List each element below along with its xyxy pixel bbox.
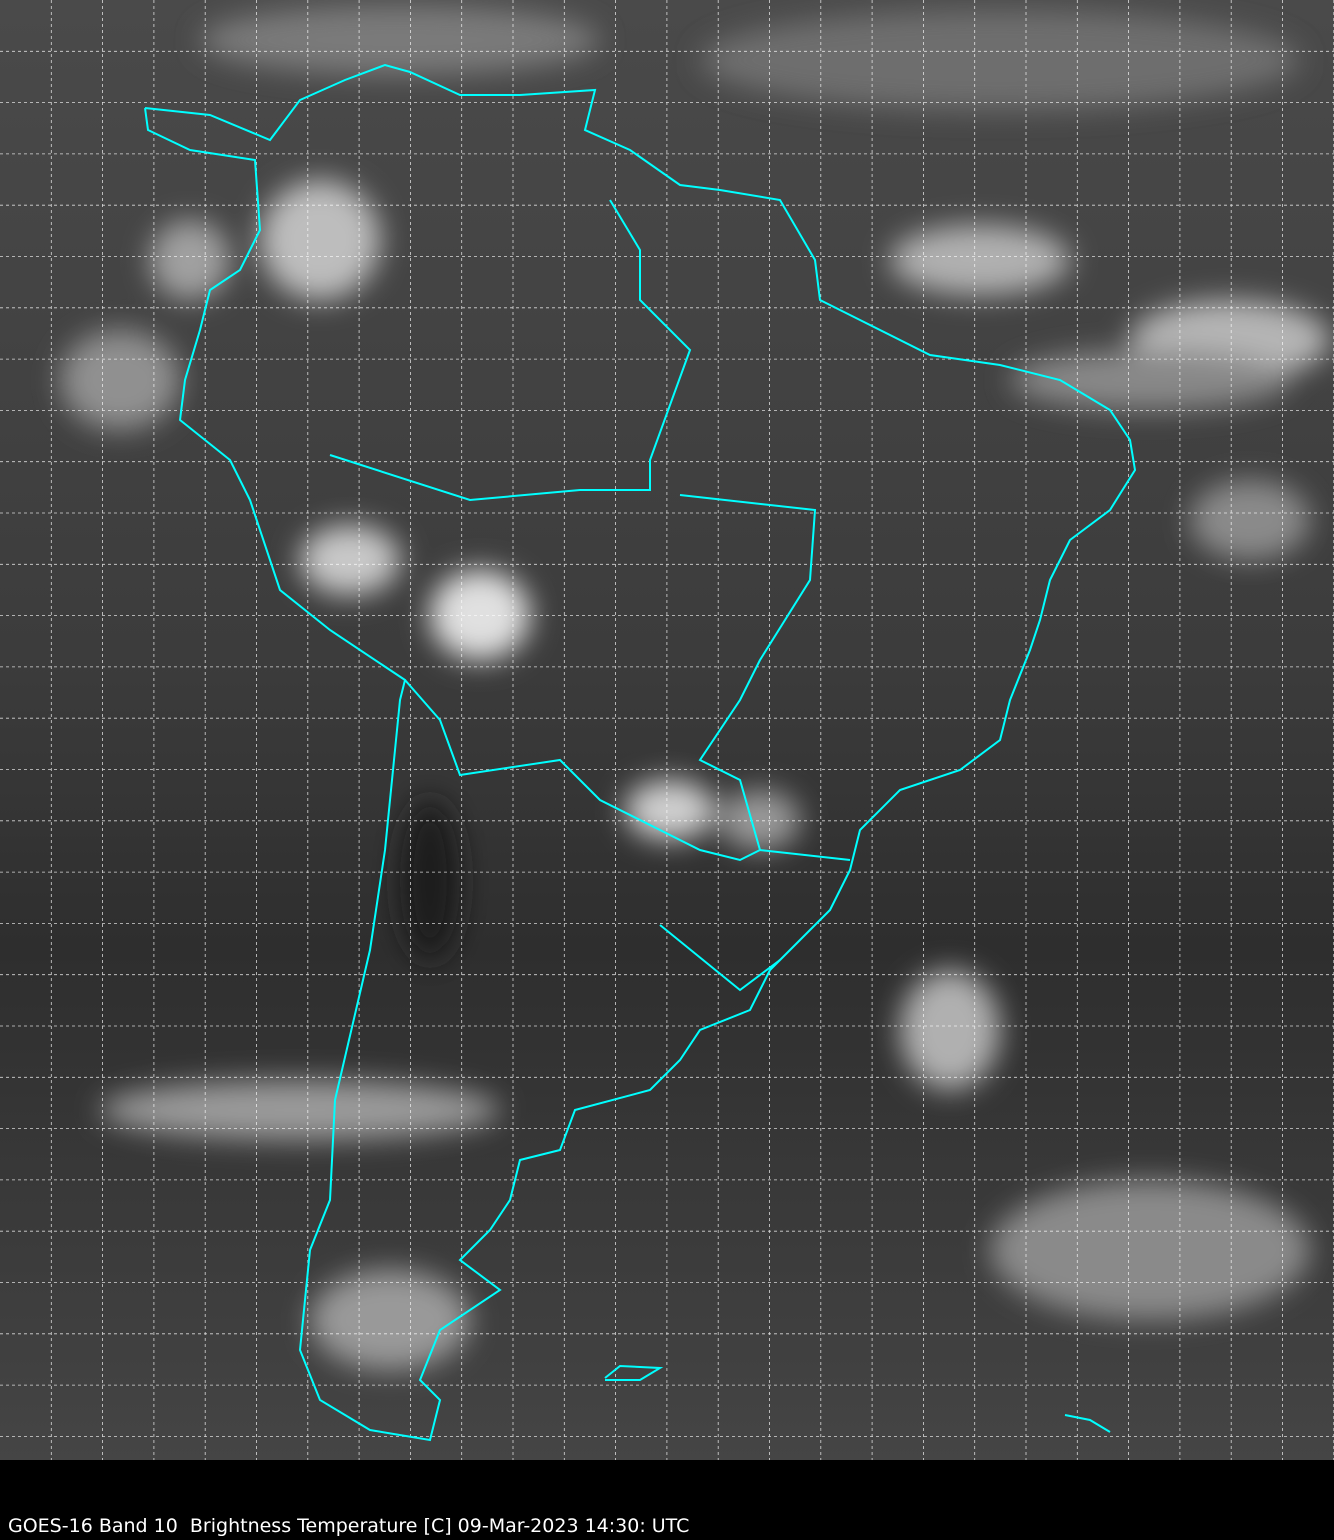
image-caption: GOES-16 Band 10 Brightness Temperature [… xyxy=(8,1515,690,1537)
falkland-islands xyxy=(604,1364,664,1381)
lat-lon-grid xyxy=(0,0,1334,1460)
satellite-image xyxy=(0,0,1334,1460)
south-georgia xyxy=(1064,1414,1111,1433)
country-borders xyxy=(679,494,817,851)
country-borders xyxy=(329,199,692,502)
country-borders xyxy=(404,679,851,862)
south-america-coastline xyxy=(144,63,1137,1442)
coastline-overlay xyxy=(144,63,1137,1442)
country-borders xyxy=(659,924,781,992)
